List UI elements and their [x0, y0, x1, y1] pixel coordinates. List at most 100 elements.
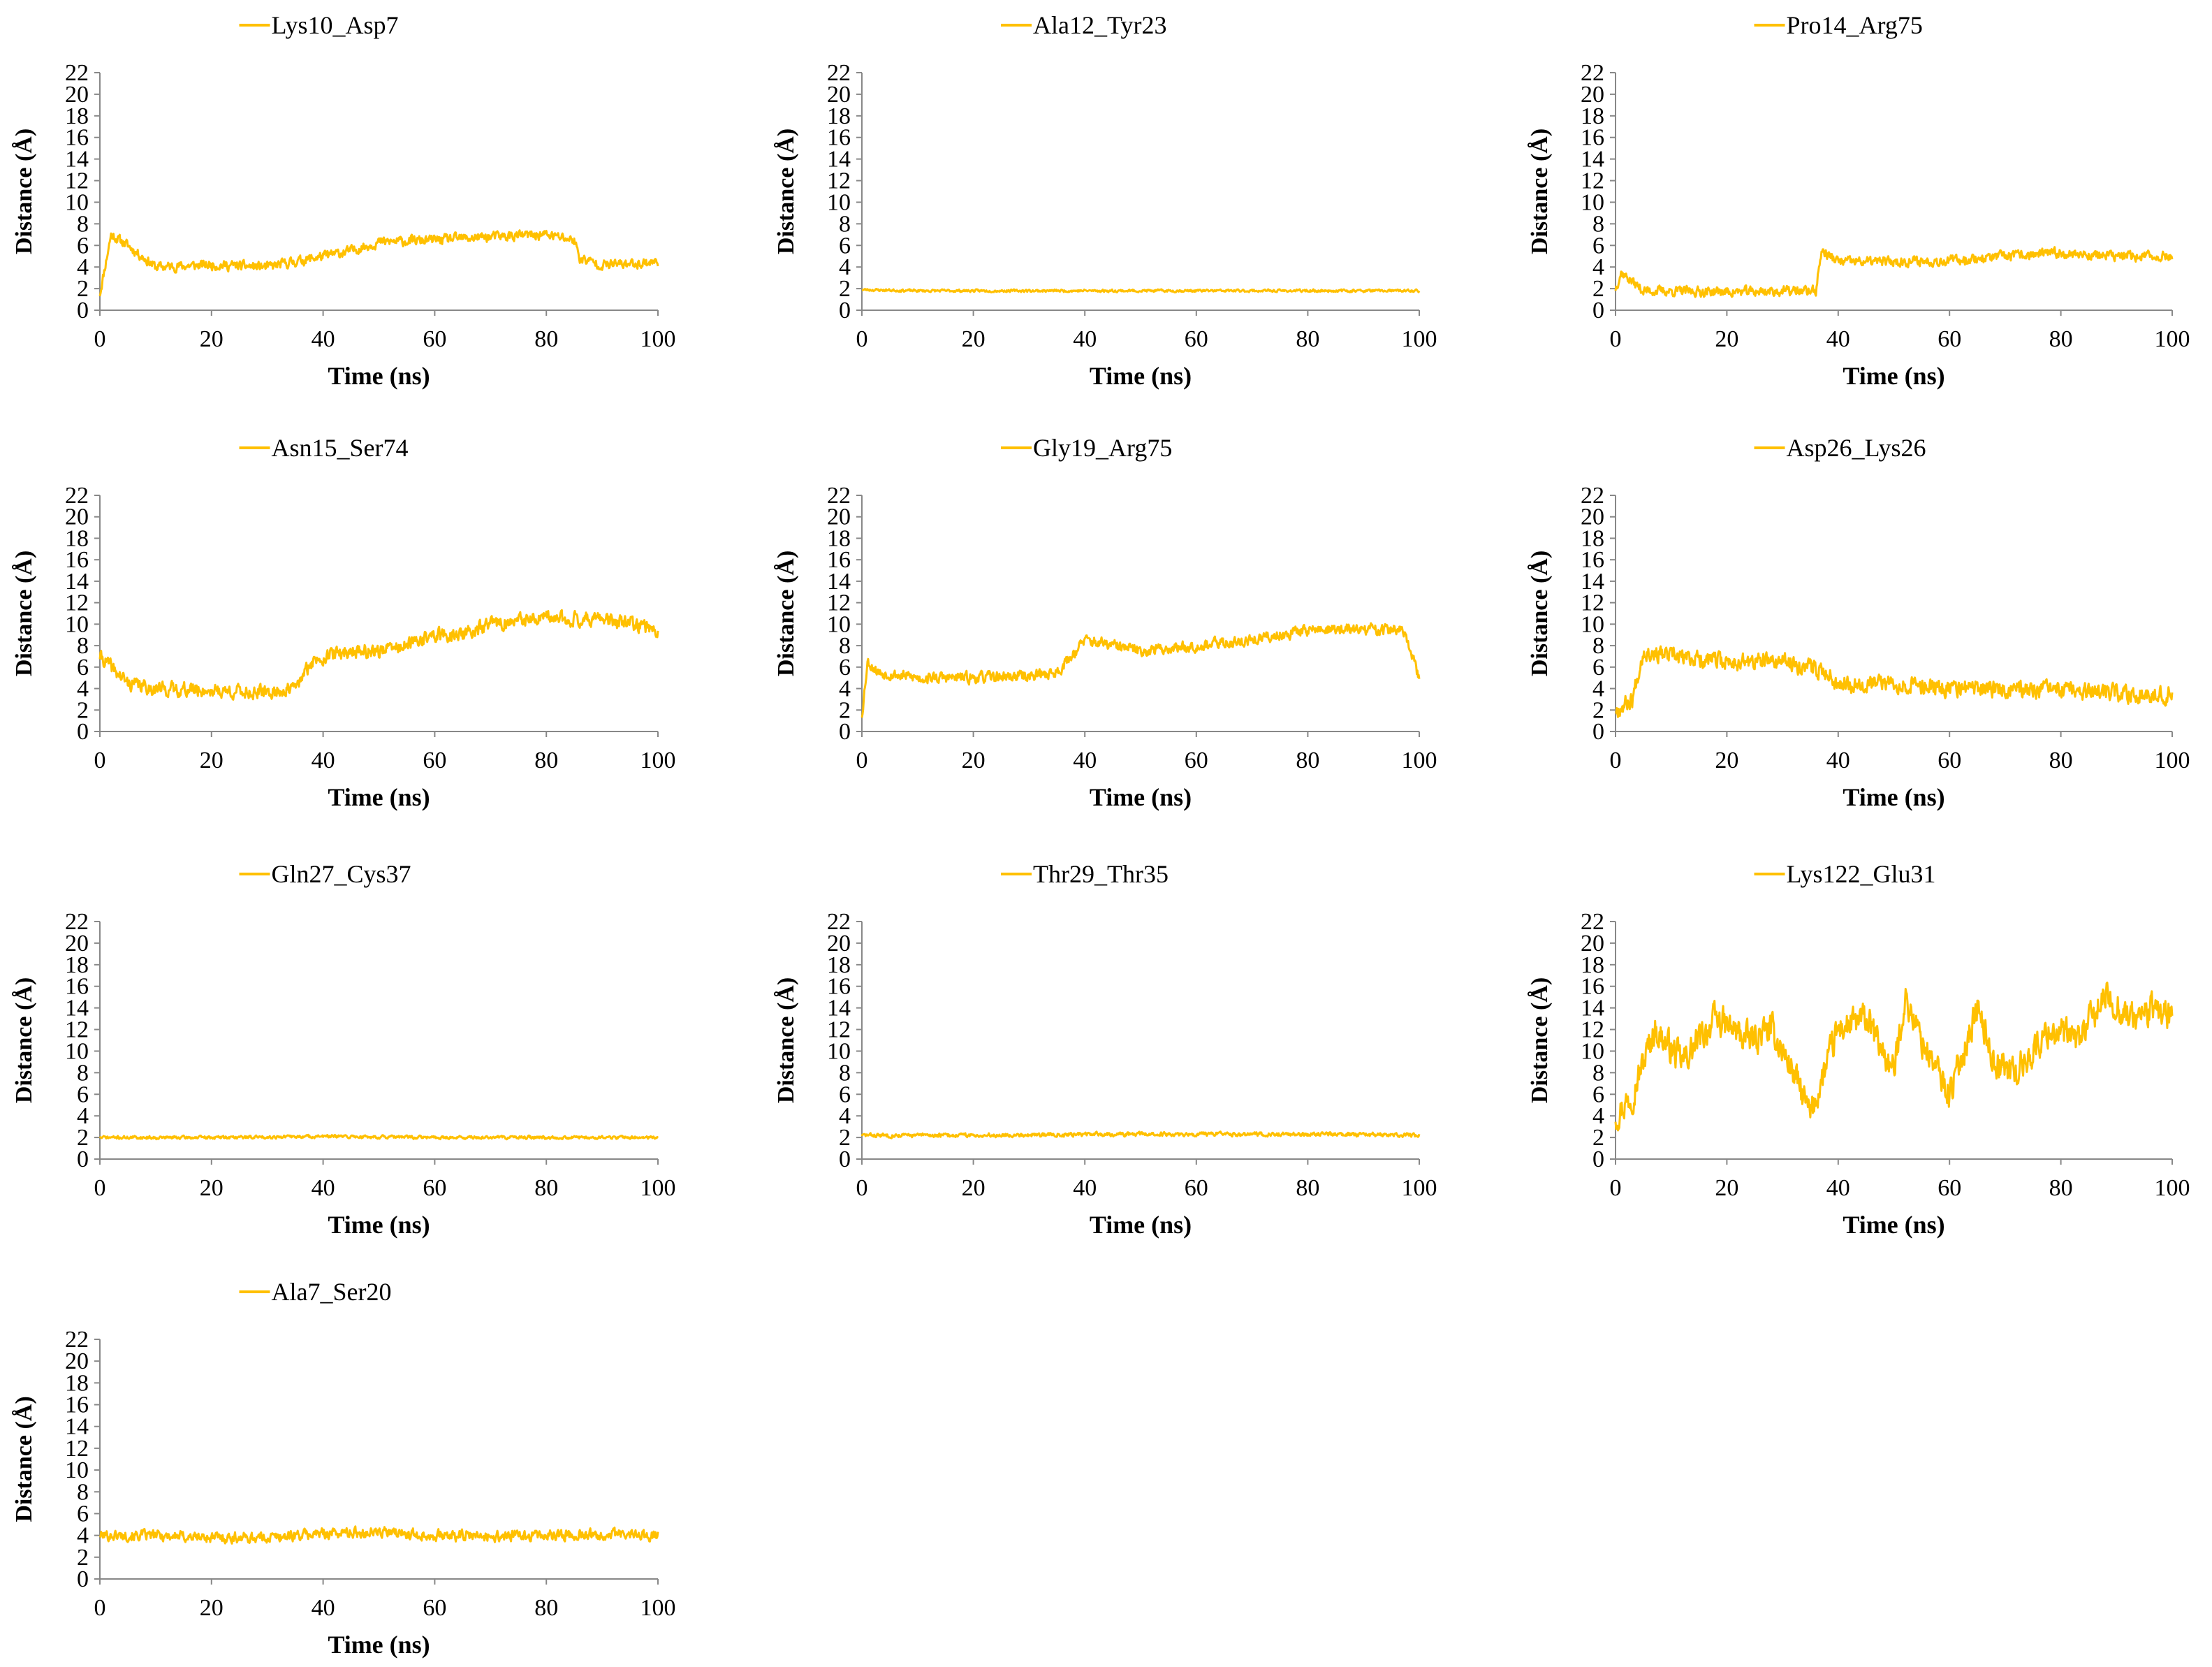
y-tick-label: 4 — [77, 1523, 89, 1549]
y-tick-label: 14 — [65, 147, 89, 173]
legend-label: Lys10_Asp7 — [272, 11, 399, 39]
y-tick-label: 6 — [77, 1082, 89, 1107]
y-tick-label: 18 — [65, 525, 89, 551]
y-tick-label: 20 — [827, 82, 851, 108]
y-tick-label: 16 — [65, 547, 89, 573]
y-tick-label: 14 — [65, 1414, 89, 1440]
y-tick-label: 6 — [1592, 1082, 1604, 1107]
y-tick-label: 22 — [1581, 483, 1604, 509]
y-tick-label: 8 — [77, 211, 89, 237]
series-line — [860, 1130, 1421, 1140]
x-tick-label: 0 — [856, 1175, 868, 1201]
y-tick-label: 22 — [827, 909, 851, 935]
x-tick-label: 20 — [200, 748, 224, 773]
y-tick-label: 14 — [1581, 996, 1604, 1021]
y-tick-label: 14 — [827, 147, 851, 173]
x-tick-label: 60 — [1938, 326, 1961, 352]
x-tick-label: 0 — [94, 748, 106, 773]
x-tick-label: 40 — [1826, 326, 1850, 352]
y-axis-title: Distance (Å) — [773, 551, 799, 676]
x-tick-label: 20 — [1715, 1175, 1738, 1201]
legend-label: Pro14_Arg75 — [1787, 11, 1923, 39]
x-tick-label: 0 — [856, 326, 868, 352]
y-tick-label: 10 — [827, 611, 851, 637]
y-tick-label: 10 — [65, 1038, 89, 1064]
x-tick-label: 100 — [640, 1175, 676, 1201]
x-tick-label: 100 — [1402, 1175, 1437, 1201]
y-tick-label: 6 — [77, 1501, 89, 1527]
y-tick-label: 16 — [1581, 125, 1604, 151]
y-tick-label: 12 — [65, 590, 89, 616]
x-tick-label: 100 — [640, 1595, 676, 1621]
y-tick-label: 16 — [1581, 974, 1604, 1000]
y-tick-label: 22 — [65, 909, 89, 935]
y-tick-label: 12 — [1581, 168, 1604, 194]
y-axis-title: Distance (Å) — [11, 977, 37, 1103]
x-tick-label: 60 — [1938, 748, 1961, 773]
legend: Asn15_Ser74 — [239, 434, 409, 462]
x-tick-label: 20 — [962, 1175, 986, 1201]
x-tick-label: 100 — [2155, 748, 2190, 773]
series-line — [1615, 645, 2174, 718]
x-tick-label: 60 — [1185, 326, 1208, 352]
x-tick-label: 100 — [2155, 1175, 2190, 1201]
y-tick-label: 18 — [65, 103, 89, 129]
y-tick-label: 10 — [65, 611, 89, 637]
y-tick-label: 2 — [1592, 697, 1604, 723]
y-tick-label: 8 — [839, 1060, 851, 1086]
y-axis-title: Distance (Å) — [11, 551, 37, 676]
y-tick-label: 12 — [65, 1436, 89, 1462]
x-tick-label: 20 — [1715, 748, 1738, 773]
x-axis-title: Time (ns) — [1090, 783, 1192, 811]
x-axis-title: Time (ns) — [1843, 783, 1944, 811]
y-tick-label: 20 — [65, 931, 89, 956]
x-tick-label: 0 — [1610, 748, 1622, 773]
y-tick-label: 8 — [1592, 633, 1604, 659]
y-axis-title: Distance (Å) — [11, 129, 37, 254]
y-tick-label: 4 — [77, 676, 89, 702]
y-tick-label: 6 — [77, 233, 89, 259]
x-tick-label: 0 — [94, 1175, 106, 1201]
x-tick-label: 80 — [2049, 1175, 2073, 1201]
y-tick-label: 18 — [827, 952, 851, 978]
y-tick-label: 8 — [1592, 1060, 1604, 1086]
y-tick-label: 10 — [827, 1038, 851, 1064]
x-tick-label: 40 — [1826, 1175, 1850, 1201]
y-tick-label: 4 — [77, 254, 89, 280]
x-tick-label: 20 — [962, 326, 986, 352]
y-tick-label: 2 — [1592, 276, 1604, 302]
y-tick-label: 0 — [77, 1146, 89, 1172]
y-tick-label: 12 — [65, 1017, 89, 1043]
x-tick-label: 20 — [1715, 326, 1738, 352]
x-tick-label: 100 — [640, 326, 676, 352]
series-line — [98, 1133, 659, 1141]
x-tick-label: 60 — [423, 326, 446, 352]
x-axis-title: Time (ns) — [328, 1631, 430, 1659]
y-tick-label: 14 — [827, 996, 851, 1021]
y-tick-label: 0 — [77, 1566, 89, 1592]
x-tick-label: 20 — [962, 748, 986, 773]
x-tick-label: 0 — [94, 1595, 106, 1621]
x-tick-label: 40 — [312, 1595, 335, 1621]
x-tick-label: 80 — [2049, 326, 2073, 352]
y-tick-label: 0 — [839, 719, 851, 745]
y-tick-label: 22 — [827, 483, 851, 509]
y-tick-label: 22 — [65, 483, 89, 509]
x-tick-label: 60 — [423, 1175, 446, 1201]
y-tick-label: 2 — [839, 276, 851, 302]
x-axis-title: Time (ns) — [1843, 1211, 1944, 1239]
legend-label: Gln27_Cys37 — [272, 860, 411, 888]
y-tick-label: 12 — [827, 590, 851, 616]
legend: Gln27_Cys37 — [239, 860, 411, 888]
x-tick-label: 100 — [640, 748, 676, 773]
legend-label: Gly19_Arg75 — [1033, 434, 1172, 462]
y-tick-label: 22 — [65, 60, 89, 86]
series-line — [98, 229, 659, 297]
x-tick-label: 20 — [200, 1175, 224, 1201]
y-tick-label: 10 — [827, 189, 851, 215]
x-tick-label: 80 — [534, 1175, 558, 1201]
